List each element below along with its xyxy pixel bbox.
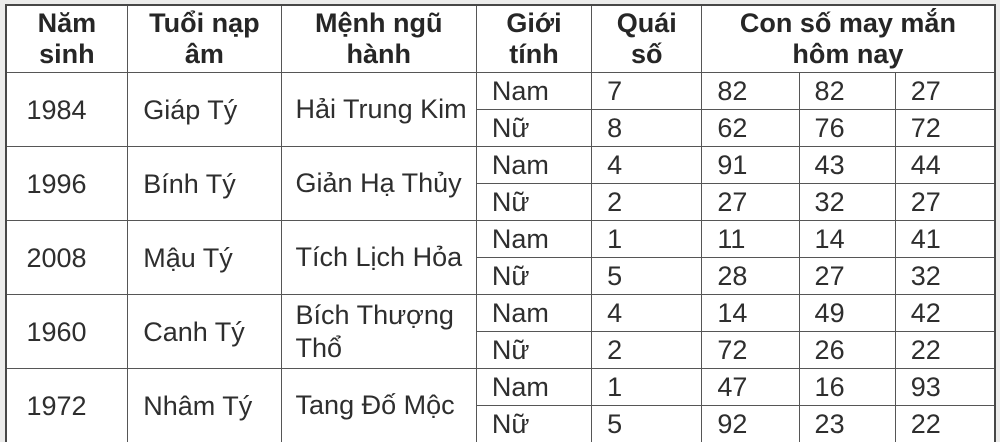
cell-year: 1960 [4,294,129,369]
cell-gender: Nữ [475,331,593,369]
cell-gender: Nam [475,220,593,258]
cell-tuoi-nap-am: Mậu Tý [127,220,282,295]
cell-quai-so: 4 [591,146,703,184]
cell-menh-ngu-hanh: Giản Hạ Thủy [280,146,477,221]
cell-gender: Nữ [475,405,593,442]
cell-lucky-number: 47 [701,368,800,406]
cell-quai-so: 2 [591,331,703,369]
table-row: Nữ 8 62 76 72 [6,109,996,147]
cell-lucky-number: 82 [701,72,800,110]
cell-lucky-number: 72 [701,331,800,369]
column-header-nam-sinh: Năm sinh [4,4,129,73]
table-row: Nữ 2 27 32 27 [6,183,996,221]
cell-gender: Nam [475,368,593,406]
cell-lucky-number: 42 [894,294,996,332]
cell-lucky-number: 23 [798,405,896,442]
cell-lucky-number: 32 [894,257,996,295]
cell-gender: Nam [475,146,593,184]
lucky-numbers-table-container: Năm sinh Tuổi nạp âm Mệnh ngũ hành Giới … [4,0,996,442]
cell-lucky-number: 43 [798,146,896,184]
column-header-quai-so: Quái số [591,4,703,73]
table-row: 1960 Canh Tý Bích Thượng Thổ Nam 4 14 49… [4,294,996,369]
cell-year: 1996 [4,146,129,221]
lucky-numbers-table: Năm sinh Tuổi nạp âm Mệnh ngũ hành Giới … [4,4,996,442]
cell-gender: Nam [475,294,593,332]
cell-quai-so: 4 [591,294,703,332]
cell-tuoi-nap-am: Nhâm Tý [127,368,282,442]
cell-menh-ngu-hanh: Tang Đố Mộc [280,368,477,442]
cell-lucky-number: 27 [894,183,996,221]
cell-lucky-number: 49 [798,294,896,332]
cell-menh-ngu-hanh: Bích Thượng Thổ [280,294,477,369]
table-row: Nữ 5 28 27 32 [6,257,996,295]
cell-lucky-number: 27 [701,183,800,221]
cell-quai-so: 7 [591,72,703,110]
cell-lucky-number: 41 [894,220,996,258]
table-row: 1972 Nhâm Tý Tang Đố Mộc Nam 1 47 16 93 [4,368,996,442]
cell-tuoi-nap-am: Bính Tý [127,146,282,221]
table-row: 2008 Mậu Tý Tích Lịch Hỏa Nam 1 11 14 41 [4,220,996,295]
cell-lucky-number: 44 [894,146,996,184]
header-row: Năm sinh Tuổi nạp âm Mệnh ngũ hành Giới … [4,4,995,73]
cell-lucky-number: 14 [798,220,896,258]
cell-gender: Nữ [475,257,593,295]
cell-menh-ngu-hanh: Hải Trung Kim [280,72,477,147]
cell-quai-so: 2 [591,183,703,221]
cell-tuoi-nap-am: Giáp Tý [127,72,282,147]
table-row: 1996 Bính Tý Giản Hạ Thủy Nam 4 91 43 44 [4,146,996,221]
table-row: Nữ 2 72 26 22 [6,331,996,369]
column-header-gioi-tinh: Giới tính [475,4,593,73]
cell-quai-so: 5 [591,257,703,295]
cell-gender: Nữ [475,183,593,221]
cell-lucky-number: 92 [701,405,800,442]
cell-tuoi-nap-am: Canh Tý [127,294,282,369]
column-header-menh-ngu-hanh: Mệnh ngũ hành [280,4,477,73]
cell-lucky-number: 76 [798,109,896,147]
table-row: 1984 Giáp Tý Hải Trung Kim Nam 7 82 82 2… [4,72,996,147]
cell-lucky-number: 32 [798,183,896,221]
cell-gender: Nữ [475,109,593,147]
cell-lucky-number: 11 [701,220,800,258]
cell-lucky-number: 72 [894,109,996,147]
cell-year: 1984 [4,72,129,147]
cell-lucky-number: 62 [701,109,800,147]
table-row: Nữ 5 92 23 22 [6,405,996,442]
cell-lucky-number: 26 [798,331,896,369]
column-header-con-so-may-man: Con số may mắn hôm nay [701,4,995,73]
cell-lucky-number: 82 [798,72,896,110]
cell-quai-so: 5 [591,405,703,442]
cell-quai-so: 1 [591,368,703,406]
cell-menh-ngu-hanh: Tích Lịch Hỏa [280,220,477,295]
cell-lucky-number: 27 [894,72,996,110]
cell-lucky-number: 93 [894,368,996,406]
cell-lucky-number: 14 [701,294,800,332]
cell-lucky-number: 91 [701,146,800,184]
cell-quai-so: 1 [591,220,703,258]
cell-year: 1972 [4,368,129,442]
cell-lucky-number: 22 [894,405,996,442]
cell-quai-so: 8 [591,109,703,147]
column-header-tuoi-nap-am: Tuổi nạp âm [127,4,282,73]
cell-lucky-number: 28 [701,257,800,295]
cell-lucky-number: 27 [798,257,896,295]
cell-lucky-number: 22 [894,331,996,369]
cell-year: 2008 [4,220,129,295]
cell-gender: Nam [475,72,593,110]
cell-lucky-number: 16 [798,368,896,406]
